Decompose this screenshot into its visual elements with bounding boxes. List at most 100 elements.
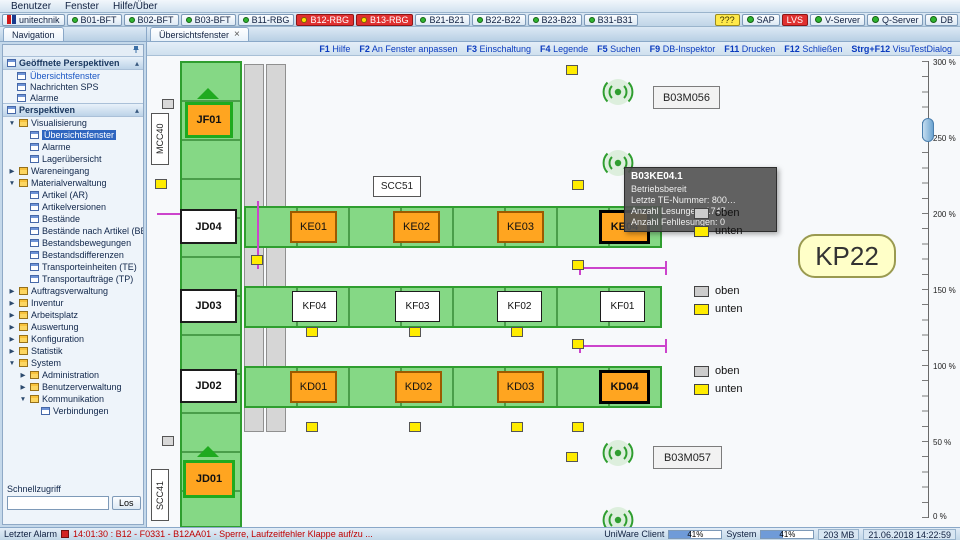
sensor-yellow[interactable]	[306, 422, 318, 432]
tree-expand-arrow-icon[interactable]: ▶	[9, 348, 15, 355]
function-key-command[interactable]: F3 Einschaltung	[466, 44, 531, 54]
function-key-command[interactable]: F5 Suchen	[597, 44, 641, 54]
sensor-yellow[interactable]	[566, 65, 578, 75]
tree-expand-arrow-icon[interactable]: ▼	[8, 119, 16, 127]
plant-status-button[interactable]: B11-RBG	[237, 13, 295, 26]
open-perspective-item[interactable]: Alarme	[3, 92, 143, 103]
pin-icon[interactable]	[132, 45, 140, 57]
brand-button[interactable]: unitechnik	[2, 13, 65, 26]
collapse-chevron-icon[interactable]: ▴	[134, 105, 139, 115]
tree-expand-arrow-icon[interactable]: ▶	[20, 372, 26, 379]
sensor-yellow[interactable]	[251, 255, 263, 265]
scanner-antenna-icon[interactable]	[599, 78, 637, 109]
tree-item[interactable]: ▶ Wareneingang	[3, 165, 143, 177]
tree-item[interactable]: ▶ Arbeitsplatz	[3, 309, 143, 321]
tree-expand-arrow-icon[interactable]: ▶	[9, 288, 15, 295]
station-kd02[interactable]: KD02	[395, 371, 442, 403]
server-status-button[interactable]: DB	[925, 13, 958, 26]
tree-item[interactable]: Artikel (AR)	[3, 189, 143, 201]
open-perspective-item[interactable]: Nachrichten SPS	[3, 81, 143, 92]
tree-item[interactable]: Alarme	[3, 141, 143, 153]
tree-expand-arrow-icon[interactable]: ▼	[19, 395, 27, 403]
server-status-button[interactable]: V-Server	[809, 13, 865, 26]
station-ke02[interactable]: KE02	[393, 211, 440, 243]
scanner-antenna-icon[interactable]	[599, 506, 637, 527]
station-ke01[interactable]: KE01	[290, 211, 337, 243]
tree-item[interactable]: Transporteinheiten (TE)	[3, 261, 143, 273]
quick-access-input[interactable]	[7, 496, 109, 510]
plant-status-button[interactable]: B23-B23	[527, 13, 582, 26]
sensor-yellow[interactable]	[566, 452, 578, 462]
tab-close-icon[interactable]: ×	[234, 29, 240, 40]
tree-item[interactable]: ▼ Kommunikation	[3, 393, 143, 405]
plant-canvas[interactable]: JF01 JD04 JD03 JD02 JD01 KE01 KE02 KE03 …	[147, 56, 960, 527]
sensor-yellow[interactable]	[306, 327, 318, 337]
tree-item[interactable]: ▶ Administration	[3, 369, 143, 381]
station-kd04[interactable]: KD04	[599, 370, 650, 404]
sensor-yellow[interactable]	[409, 327, 421, 337]
tree-item[interactable]: Lagerübersicht	[3, 153, 143, 165]
station-jd03[interactable]: JD03	[180, 289, 237, 323]
tree-item[interactable]: ▶ Auftragsverwaltung	[3, 285, 143, 297]
tree-item[interactable]: ▶ Benutzerverwaltung	[3, 381, 143, 393]
sensor-yellow[interactable]	[572, 180, 584, 190]
tree-item[interactable]: ▶ Statistik	[3, 345, 143, 357]
function-key-command[interactable]: Strg+F12 VisuTestDialog	[851, 44, 952, 54]
plant-status-button[interactable]: B13-RBG	[355, 13, 414, 26]
plant-status-button[interactable]: B31-B31	[583, 13, 638, 26]
plant-status-button[interactable]: B03-BFT	[180, 13, 236, 26]
tree-expand-arrow-icon[interactable]: ▶	[9, 312, 15, 319]
station-kf03[interactable]: KF03	[395, 291, 440, 322]
plant-status-button[interactable]: B22-B22	[471, 13, 526, 26]
server-status-button[interactable]: SAP	[741, 13, 780, 26]
scanner-antenna-icon[interactable]	[599, 439, 637, 470]
quick-access-go-button[interactable]: Los	[112, 496, 141, 510]
tree-item[interactable]: Verbindungen	[3, 405, 143, 417]
function-key-command[interactable]: F12 Schließen	[784, 44, 842, 54]
station-kf01[interactable]: KF01	[600, 291, 645, 322]
sensor-yellow[interactable]	[511, 327, 523, 337]
tree-expand-arrow-icon[interactable]: ▼	[8, 359, 16, 367]
tree-item[interactable]: Artikelversionen	[3, 201, 143, 213]
plant-status-button[interactable]: B21-B21	[415, 13, 470, 26]
sensor-yellow[interactable]	[511, 422, 523, 432]
function-key-command[interactable]: F4 Legende	[540, 44, 588, 54]
station-jf01[interactable]: JF01	[185, 102, 233, 138]
station-kf02[interactable]: KF02	[497, 291, 542, 322]
zoom-slider-handle[interactable]	[922, 118, 934, 142]
last-alarm-text[interactable]: 14:01:30 : B12 - F0331 - B12AA01 - Sperr…	[73, 529, 373, 539]
sensor-gray[interactable]	[162, 436, 174, 446]
tree-expand-arrow-icon[interactable]: ▶	[9, 336, 15, 343]
tree-expand-arrow-icon[interactable]: ▼	[8, 179, 16, 187]
tree-item[interactable]: Bestände nach Artikel (BES	[3, 225, 143, 237]
function-key-command[interactable]: F2 An Fenster anpassen	[359, 44, 457, 54]
sensor-yellow[interactable]	[572, 260, 584, 270]
plant-status-button[interactable]: B12-RBG	[296, 13, 354, 26]
menu-item[interactable]: Fenster	[65, 0, 99, 12]
alarm-icon[interactable]	[61, 530, 70, 538]
function-key-command[interactable]: F1 Hilfe	[319, 44, 350, 54]
tree-item[interactable]: ▶ Auswertung	[3, 321, 143, 333]
tab-navigation[interactable]: Navigation	[3, 27, 64, 41]
sensor-gray[interactable]	[162, 99, 174, 109]
tree-expand-arrow-icon[interactable]: ▶	[9, 300, 15, 307]
station-kf04[interactable]: KF04	[292, 291, 337, 322]
perspectives-header[interactable]: Perspektiven ▴	[3, 103, 143, 117]
function-key-command[interactable]: F9 DB-Inspektor	[650, 44, 716, 54]
tree-item[interactable]: ▼ Materialverwaltung	[3, 177, 143, 189]
tree-item[interactable]: Bestände	[3, 213, 143, 225]
tree-item[interactable]: Bestandsbewegungen	[3, 237, 143, 249]
tree-item[interactable]: Bestandsdifferenzen	[3, 249, 143, 261]
tree-expand-arrow-icon[interactable]: ▶	[9, 324, 15, 331]
station-kd03[interactable]: KD03	[497, 371, 544, 403]
function-key-command[interactable]: F11 Drucken	[724, 44, 775, 54]
tree-expand-arrow-icon[interactable]: ▶	[20, 384, 26, 391]
tree-expand-arrow-icon[interactable]: ▶	[9, 168, 15, 175]
tree-item[interactable]: ▼ Visualisierung	[3, 117, 143, 129]
sensor-yellow[interactable]	[572, 339, 584, 349]
tree-item[interactable]: ▼ System	[3, 357, 143, 369]
station-jd01[interactable]: JD01	[183, 460, 235, 498]
sensor-yellow[interactable]	[409, 422, 421, 432]
open-perspective-item[interactable]: Übersichtsfenster	[3, 70, 143, 81]
collapse-chevron-icon[interactable]: ▴	[134, 58, 139, 68]
